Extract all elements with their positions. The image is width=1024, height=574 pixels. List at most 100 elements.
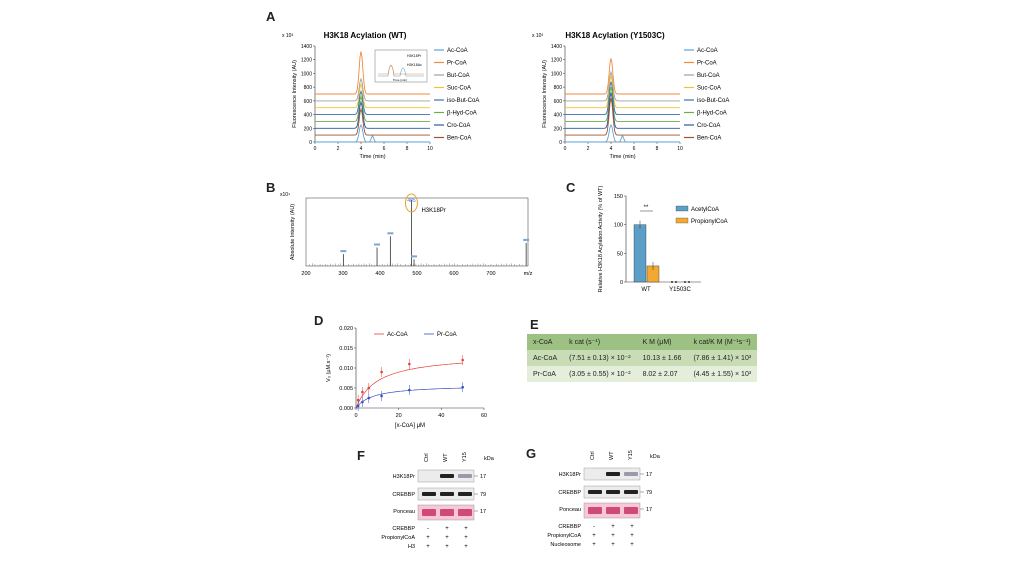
x-tick-label: 300	[338, 271, 347, 277]
blot-band	[458, 492, 472, 496]
x-tick-label: 0	[354, 413, 357, 419]
table-cell: (4.45 ± 1.55) × 10³	[687, 366, 758, 382]
table-header: k cat (s⁻¹)	[563, 334, 637, 350]
series-line-Cro-CoA	[315, 100, 430, 129]
x-category-label: WT	[641, 287, 651, 293]
y-tick-label: 600	[554, 99, 563, 105]
x-tick-label: 8	[406, 146, 409, 152]
kda-label: kDa	[650, 454, 661, 460]
x-tick-label: 500	[412, 271, 421, 277]
table-row: Pr-CoA (3.05 ± 0.55) × 10⁻² 8.02 ± 2.07 …	[527, 366, 758, 382]
series-line-Ben-CoA	[315, 107, 430, 136]
x-tick-label: 600	[449, 271, 458, 277]
inset-trace	[378, 65, 424, 75]
data-point	[684, 281, 686, 283]
series-line-Ben-CoA	[565, 98, 680, 136]
blot-row-label: Ponceau	[559, 507, 581, 513]
peak-highlight	[404, 193, 418, 213]
chromatogram-wt-chart: H3K18 Acylation (WT) x 10³ 0 200 400 600 800 10…	[282, 31, 479, 160]
chart-title: H3K18 Acylation (WT)	[324, 31, 407, 40]
y-tick-label: 800	[554, 85, 563, 91]
condition-mark: +	[445, 535, 449, 541]
series-line-Ac-CoA	[565, 123, 680, 143]
y-tick-label: 0	[309, 140, 312, 146]
mw-label: 17	[646, 507, 652, 513]
inset-label: H3K18Pr	[407, 54, 422, 58]
x-axis-label: Time (min)	[359, 154, 385, 160]
blot-band	[624, 490, 638, 494]
legend-label: Suc-CoA	[697, 86, 721, 92]
legend-swatch	[675, 205, 689, 212]
y-tick-label: 200	[554, 126, 563, 132]
legend-label: β-Hyd-CoA	[697, 111, 727, 117]
y-scale-label: x 10³	[532, 33, 543, 39]
data-point-Ac-CoA	[367, 386, 371, 390]
table-cell: Pr-CoA	[527, 366, 564, 382]
series-line-But-CoA	[315, 77, 430, 102]
y-tick-label: 0.000	[339, 406, 353, 412]
y-axis-label: Absolute Intensity (AU)	[290, 204, 296, 260]
condition-label: CREBBP	[558, 524, 581, 530]
condition-mark: +	[611, 524, 615, 530]
table-header: k cat/K M (M⁻¹s⁻¹)	[687, 334, 758, 350]
y-tick-label: 0	[620, 280, 623, 286]
x-tick-label: 2	[587, 146, 590, 152]
x-tick-label: 2	[337, 146, 340, 152]
data-point-Ac-CoA	[361, 390, 364, 394]
data-point-Ac-CoA	[356, 398, 360, 402]
panel-label-g: G	[526, 446, 537, 461]
blot-band	[588, 507, 602, 514]
y-tick-label: 800	[304, 85, 313, 91]
condition-label: CREBBP	[392, 526, 415, 532]
condition-mark: +	[592, 533, 596, 539]
x-tick-label: 60	[481, 413, 487, 419]
condition-mark: +	[464, 544, 468, 550]
condition-mark: +	[426, 535, 430, 541]
peak-marker	[340, 250, 347, 253]
y-tick-label: 0.010	[339, 366, 353, 372]
table-cell: (3.05 ± 0.55) × 10⁻²	[563, 366, 637, 382]
table-cell: Ac-CoA	[527, 350, 564, 366]
data-point-Pr-CoA	[356, 404, 360, 408]
fit-curve-Ac-CoA	[355, 362, 463, 409]
data-point	[671, 281, 673, 283]
x-tick-label: 8	[656, 146, 659, 152]
chromatogram-y1503c-chart: H3K18 Acylation (Y1503C) x 10³ 0 200 400 600 8…	[532, 31, 729, 160]
condition-mark: +	[464, 535, 468, 541]
data-point-Ac-CoA	[380, 370, 383, 374]
panel-label-d: D	[314, 313, 324, 328]
blot-row-label: H3K18Pr	[559, 472, 581, 478]
x-tick-label: 0	[564, 146, 567, 152]
legend-label: AcetylCoA	[691, 207, 719, 213]
data-point-Ac-CoA	[461, 358, 464, 362]
x-tick-label: 10	[427, 146, 433, 152]
legend-label: Ac-CoA	[447, 48, 468, 54]
y-tick-label: 50	[617, 251, 623, 257]
y-tick-label: 1200	[551, 58, 562, 64]
x-tick-label: 10	[677, 146, 683, 152]
x-tick-label: 20	[396, 413, 402, 419]
mw-label: 79	[646, 490, 652, 496]
series-line-β-Hyd-CoA	[315, 95, 430, 122]
table-cell: 8.02 ± 2.07	[636, 366, 688, 382]
kinetics-chart: 0.000 0.005 0.010 0.015 0.020 0 20 40 60 [x-CoA] …	[326, 326, 487, 429]
inset-label: H3K18Ac	[407, 63, 422, 67]
y-tick-label: 400	[304, 113, 313, 119]
y-tick-label: 1000	[301, 71, 312, 77]
condition-mark: +	[445, 544, 449, 550]
inset-x-label: Time (min)	[393, 78, 407, 82]
kinetics-table-grid: x-CoA k cat (s⁻¹) K M (μM) k cat/K M (M⁻…	[527, 334, 758, 382]
table-cell: (7.86 ± 1.41) × 10³	[687, 350, 758, 366]
series-line-iso-But-CoA	[315, 89, 430, 116]
table-header: K M (μM)	[636, 334, 688, 350]
peak-label: 485	[407, 198, 416, 204]
blot-row-label: CREBBP	[392, 492, 415, 498]
y-tick-label: 150	[614, 194, 623, 200]
y-scale-label: x10⁴	[280, 192, 290, 198]
condition-mark: +	[445, 526, 449, 532]
peak-marker	[411, 255, 418, 258]
condition-mark: -	[593, 524, 595, 530]
series-line-iso-But-CoA	[565, 81, 680, 116]
blot-band	[606, 472, 620, 476]
series-line-Suc-CoA	[315, 82, 430, 109]
